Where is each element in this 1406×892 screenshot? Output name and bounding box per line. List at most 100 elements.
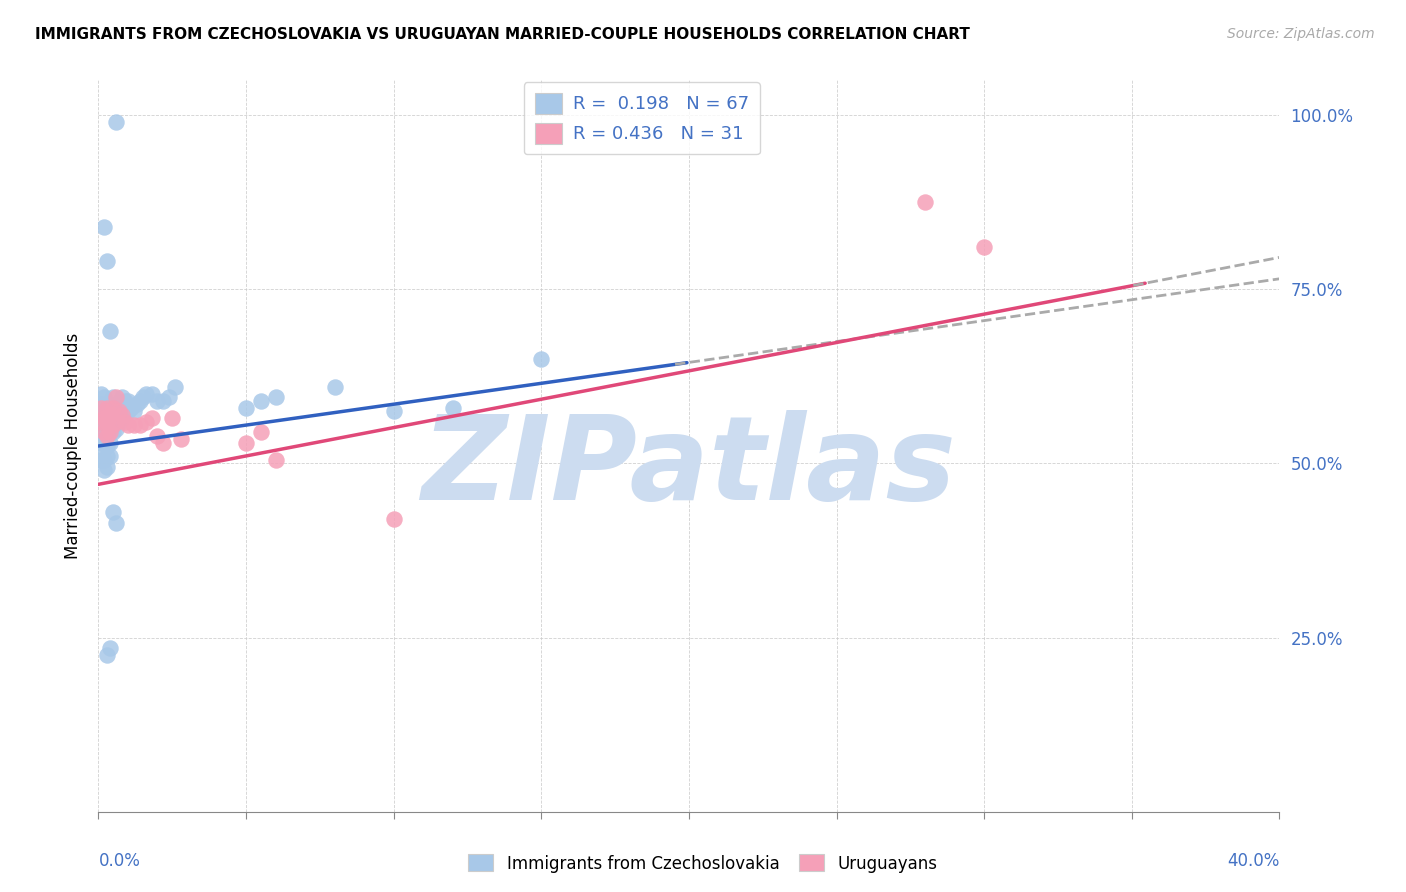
Point bbox=[98, 450, 121, 464]
Point bbox=[111, 411, 134, 425]
Point bbox=[108, 415, 131, 429]
Point bbox=[93, 442, 115, 457]
Point bbox=[93, 432, 115, 446]
Point bbox=[90, 397, 112, 411]
Point bbox=[141, 411, 163, 425]
Point bbox=[103, 418, 125, 433]
Point bbox=[93, 408, 115, 422]
Point bbox=[96, 401, 118, 415]
Point bbox=[105, 516, 128, 530]
Point bbox=[96, 428, 118, 442]
Point bbox=[98, 408, 121, 422]
Legend: Immigrants from Czechoslovakia, Uruguayans: Immigrants from Czechoslovakia, Uruguaya… bbox=[461, 847, 945, 880]
Point bbox=[146, 393, 169, 408]
Point bbox=[162, 411, 183, 425]
Legend: R =  0.198   N = 67, R = 0.436   N = 31: R = 0.198 N = 67, R = 0.436 N = 31 bbox=[524, 82, 759, 154]
Point bbox=[103, 425, 125, 439]
Point bbox=[105, 397, 128, 411]
Point bbox=[90, 404, 112, 418]
Point bbox=[105, 421, 128, 435]
Point bbox=[96, 439, 118, 453]
Point bbox=[105, 415, 128, 429]
Point bbox=[117, 404, 139, 418]
Point bbox=[96, 408, 118, 422]
Point bbox=[111, 401, 134, 415]
Point bbox=[98, 324, 121, 338]
Point bbox=[122, 404, 145, 418]
Point bbox=[264, 453, 287, 467]
Text: 0.0%: 0.0% bbox=[98, 852, 141, 870]
Point bbox=[98, 425, 121, 439]
Point bbox=[111, 390, 134, 404]
Point bbox=[93, 411, 115, 425]
Point bbox=[96, 397, 118, 411]
Point bbox=[103, 404, 125, 418]
Y-axis label: Married-couple Households: Married-couple Households bbox=[63, 333, 82, 559]
Point bbox=[132, 390, 155, 404]
Point bbox=[111, 408, 134, 422]
Point bbox=[165, 380, 187, 394]
Point bbox=[93, 418, 115, 433]
Point bbox=[96, 415, 118, 429]
Point bbox=[98, 640, 121, 655]
Point bbox=[157, 390, 180, 404]
Point bbox=[250, 393, 273, 408]
Point bbox=[114, 393, 136, 408]
Point bbox=[441, 401, 464, 415]
Point bbox=[973, 240, 995, 254]
Point bbox=[264, 390, 287, 404]
Point bbox=[117, 418, 139, 433]
Point bbox=[120, 401, 142, 415]
Point bbox=[98, 435, 121, 450]
Point bbox=[250, 425, 273, 439]
Point bbox=[914, 195, 936, 210]
Point bbox=[103, 390, 125, 404]
Point bbox=[125, 397, 148, 411]
Point bbox=[152, 435, 174, 450]
Point bbox=[103, 505, 125, 519]
Point bbox=[93, 463, 115, 477]
Text: Source: ZipAtlas.com: Source: ZipAtlas.com bbox=[1227, 27, 1375, 41]
Point bbox=[96, 418, 118, 433]
Point bbox=[105, 390, 128, 404]
Point bbox=[235, 401, 257, 415]
Point bbox=[103, 415, 125, 429]
Point bbox=[98, 408, 121, 422]
Point bbox=[93, 401, 115, 415]
Point bbox=[114, 415, 136, 429]
Point bbox=[98, 421, 121, 435]
Text: ZIPatlas: ZIPatlas bbox=[422, 410, 956, 525]
Point bbox=[135, 415, 157, 429]
Point bbox=[103, 401, 125, 415]
Point bbox=[105, 115, 128, 129]
Point bbox=[93, 425, 115, 439]
Point bbox=[96, 450, 118, 464]
Point bbox=[152, 393, 174, 408]
Point bbox=[96, 459, 118, 474]
Point bbox=[323, 380, 346, 394]
Point bbox=[108, 404, 131, 418]
Point bbox=[135, 386, 157, 401]
Point bbox=[93, 453, 115, 467]
Point bbox=[105, 411, 128, 425]
Point bbox=[122, 418, 145, 433]
Point bbox=[530, 351, 553, 366]
Point bbox=[382, 404, 405, 418]
Point bbox=[128, 418, 150, 433]
Point bbox=[382, 512, 405, 526]
Point bbox=[235, 435, 257, 450]
Point bbox=[146, 428, 169, 442]
Point bbox=[90, 435, 112, 450]
Point bbox=[96, 254, 118, 268]
Point bbox=[141, 386, 163, 401]
Point bbox=[90, 386, 112, 401]
Point bbox=[93, 390, 115, 404]
Point bbox=[96, 648, 118, 662]
Point bbox=[90, 415, 112, 429]
Point bbox=[108, 401, 131, 415]
Point bbox=[90, 425, 112, 439]
Point bbox=[90, 401, 112, 415]
Point bbox=[93, 219, 115, 234]
Point bbox=[117, 393, 139, 408]
Text: IMMIGRANTS FROM CZECHOSLOVAKIA VS URUGUAYAN MARRIED-COUPLE HOUSEHOLDS CORRELATIO: IMMIGRANTS FROM CZECHOSLOVAKIA VS URUGUA… bbox=[35, 27, 970, 42]
